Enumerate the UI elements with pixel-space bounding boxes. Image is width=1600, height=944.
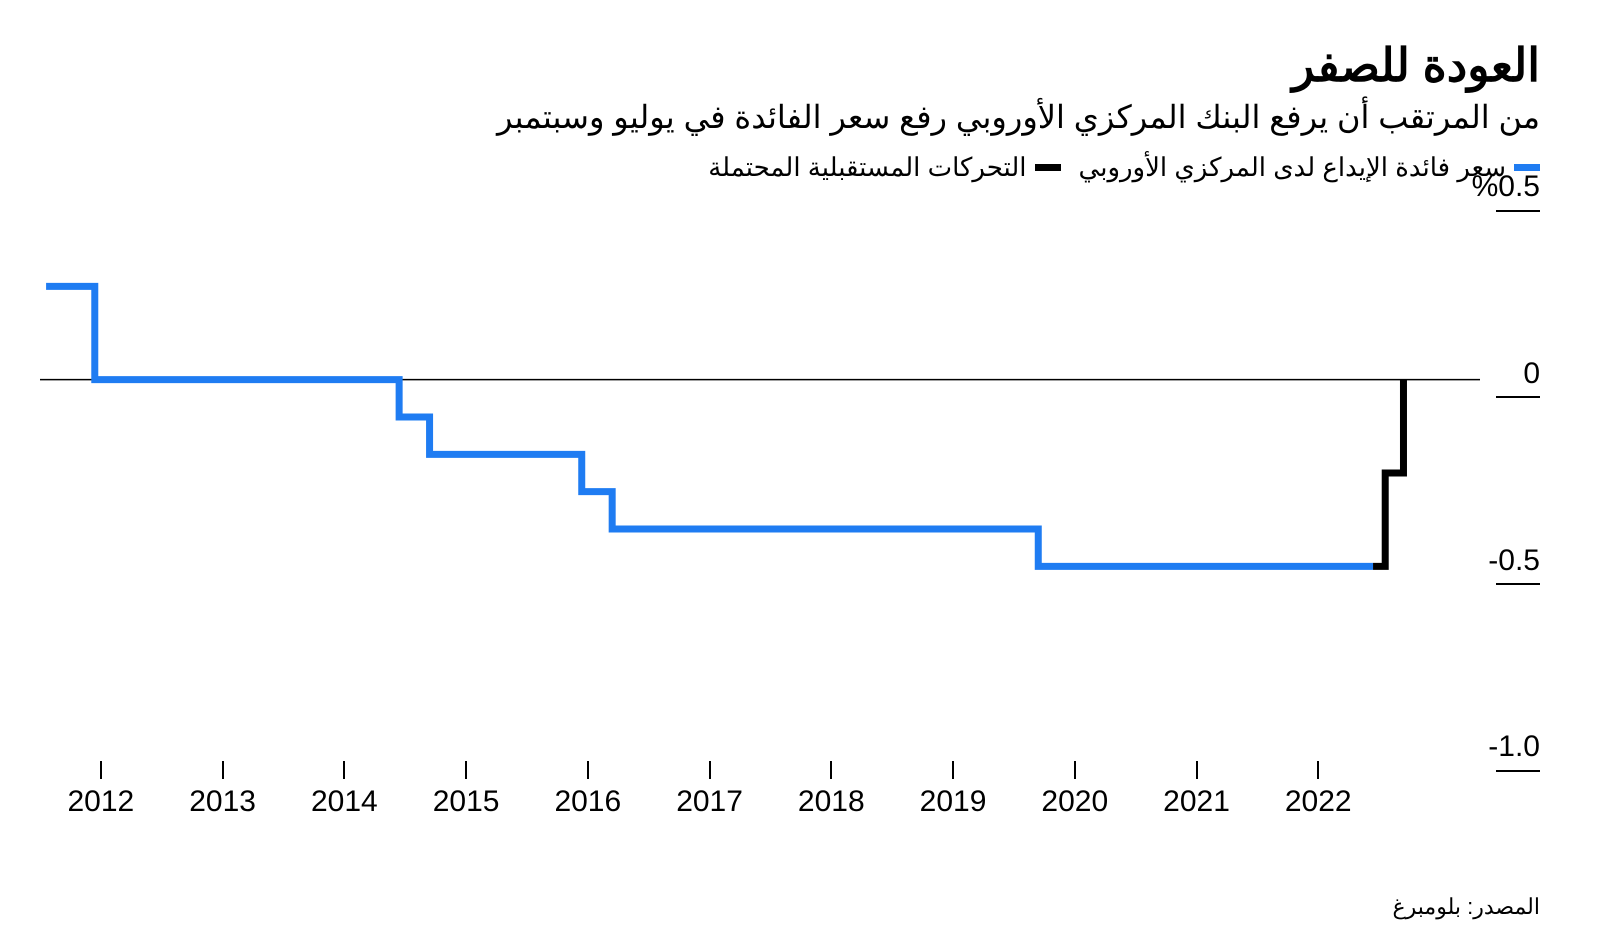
x-tick-label: 2019 (920, 785, 987, 819)
x-tick-mark (1074, 761, 1076, 779)
x-tick-label: 2014 (311, 785, 378, 819)
x-axis-labels: 2012 2013 2014 2015 2016 2017 2018 2019 2020 2021… (40, 761, 1540, 831)
chart-title: العودة للصفر (40, 40, 1540, 91)
series-projected_moves (1373, 380, 1403, 567)
y-tick-mark (1496, 210, 1540, 212)
chart-subtitle: من المرتقب أن يرفع البنك المركزي الأوروب… (40, 97, 1540, 139)
x-tick-mark (952, 761, 954, 779)
legend-item: التحركات المستقبلية المحتملة (708, 152, 1060, 183)
x-tick-label: 2015 (433, 785, 500, 819)
x-tick-label: 2018 (798, 785, 865, 819)
x-tick-label: 2022 (1285, 785, 1352, 819)
x-tick-label: 2012 (67, 785, 134, 819)
x-tick-mark (709, 761, 711, 779)
y-tick-mark (1496, 396, 1540, 398)
x-tick-mark (222, 761, 224, 779)
y-tick-label: 1.0- (1488, 732, 1540, 762)
x-tick-label: 2017 (676, 785, 743, 819)
legend-label: سعر فائدة الإيداع لدى المركزي الأوروبي (1079, 152, 1506, 183)
legend-label: التحركات المستقبلية المحتملة (708, 152, 1026, 183)
y-tick-label: %0.5 (1472, 172, 1540, 202)
chart-source: المصدر: بلومبرغ (1393, 894, 1540, 920)
x-tick-mark (830, 761, 832, 779)
x-tick-mark (100, 761, 102, 779)
chart-svg (40, 193, 1540, 753)
chart-legend: سعر فائدة الإيداع لدى المركزي الأوروبي ال… (40, 152, 1540, 183)
x-tick-mark (343, 761, 345, 779)
x-tick-mark (465, 761, 467, 779)
legend-swatch (1035, 164, 1061, 171)
series-ecb_deposit_rate (46, 287, 1373, 567)
x-tick-label: 2013 (189, 785, 256, 819)
y-tick-mark (1496, 583, 1540, 585)
x-tick-mark (1317, 761, 1319, 779)
y-tick-label: 0.5- (1488, 546, 1540, 576)
x-tick-mark (587, 761, 589, 779)
y-axis-labels: %0.500.5-1.0- (1440, 193, 1540, 753)
chart-container: العودة للصفر من المرتقب أن يرفع البنك ال… (0, 0, 1600, 944)
x-tick-label: 2021 (1163, 785, 1230, 819)
x-tick-label: 2016 (554, 785, 621, 819)
x-tick-label: 2020 (1041, 785, 1108, 819)
y-tick-label: 0 (1523, 359, 1540, 389)
x-tick-mark (1196, 761, 1198, 779)
chart-plot-area: %0.500.5-1.0- (40, 193, 1540, 753)
